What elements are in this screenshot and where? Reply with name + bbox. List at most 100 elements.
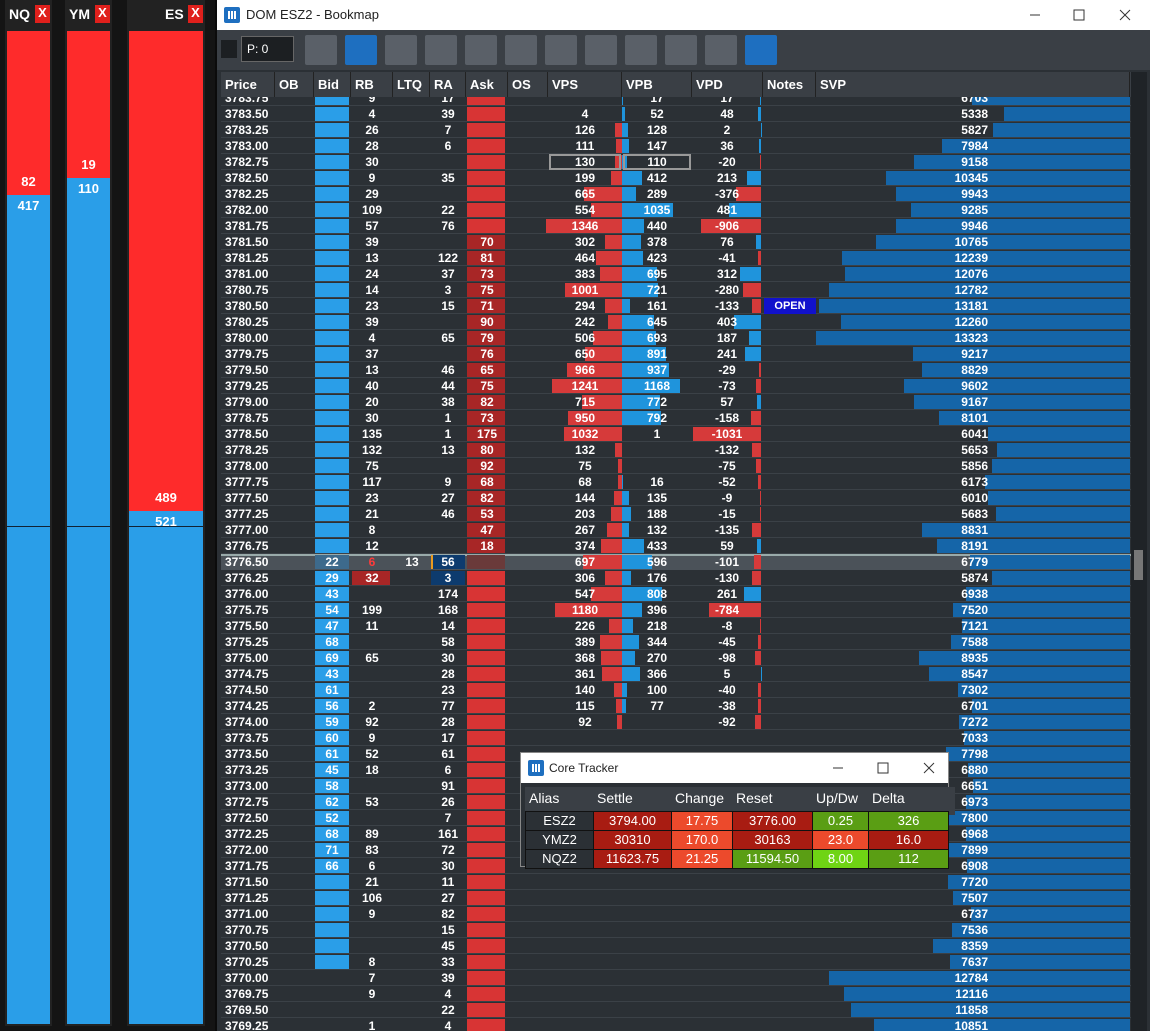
vpd-bar	[709, 603, 761, 617]
bid-cell	[315, 491, 349, 505]
ask-cell	[467, 1003, 505, 1017]
price-value: 3771.25	[225, 891, 269, 905]
ask-value: 73	[480, 411, 494, 425]
position-box[interactable]: P: 0	[241, 36, 294, 62]
ask-cell	[467, 203, 505, 217]
row-line	[221, 601, 1131, 602]
vps-value: 966	[574, 363, 596, 377]
vps-bar	[565, 283, 622, 297]
price-value: 3779.50	[225, 363, 269, 377]
toolbar-button[interactable]	[345, 35, 377, 65]
column-title: Bid	[318, 77, 339, 92]
position: P: 0	[247, 42, 269, 56]
svp-bar	[845, 267, 1130, 281]
svp-value: 10345	[954, 171, 988, 185]
toolbar-button[interactable]	[745, 35, 777, 65]
row-line	[221, 329, 1131, 330]
header-separator	[507, 72, 508, 97]
bid-cell	[315, 187, 349, 201]
window-controls[interactable]	[821, 753, 948, 783]
bid-value: 61	[325, 683, 339, 697]
vps-value: 92	[578, 715, 592, 729]
row-line	[221, 105, 1131, 106]
close-button[interactable]: X	[95, 5, 110, 23]
vpb-value: 772	[646, 395, 668, 409]
svp-bar	[952, 923, 1130, 937]
vpd-bar	[760, 507, 761, 521]
toolbar-button[interactable]	[465, 35, 497, 65]
vps-bar	[590, 203, 622, 217]
bid-bar	[7, 195, 50, 1024]
ask-cell	[467, 363, 505, 377]
bid-cell	[315, 459, 349, 473]
vpd-value: -9	[721, 491, 733, 505]
vpd-value: -280	[714, 283, 740, 297]
toolbar-button[interactable]	[585, 35, 617, 65]
price-value: 3773.50	[225, 747, 269, 761]
scrollbar[interactable]	[1131, 72, 1147, 1031]
close-button[interactable]: X	[188, 5, 203, 23]
vps-bar	[615, 699, 622, 713]
column-title: Ask	[470, 77, 494, 92]
vpd-bar	[757, 475, 761, 489]
toolbar-button[interactable]	[305, 35, 337, 65]
bid-value: 71	[325, 843, 339, 857]
vpd-bar	[757, 539, 761, 553]
dropdown[interactable]	[221, 40, 237, 58]
header-separator	[429, 72, 430, 97]
rb-value: 9	[368, 171, 376, 185]
svp-value: 7588	[961, 635, 988, 649]
toolbar-button[interactable]	[545, 35, 577, 65]
bid-cell	[315, 715, 349, 729]
ra-value: 9	[444, 475, 452, 489]
note[interactable]: OPEN	[764, 298, 816, 314]
vpd-value: 213	[716, 171, 738, 185]
svp-value: 8191	[961, 539, 988, 553]
ask-bar	[7, 31, 50, 195]
svp-bar	[992, 123, 1130, 137]
tracker-value: 112	[868, 849, 949, 869]
ra-value: 58	[441, 635, 455, 649]
row-line	[221, 537, 1131, 538]
vpb-bar	[622, 251, 643, 265]
row-line	[221, 297, 1131, 298]
vpb-value: 433	[646, 539, 668, 553]
ra-value: 38	[441, 395, 455, 409]
svp-value: 9602	[961, 379, 988, 393]
svp-bar	[965, 795, 1130, 809]
svp-bar	[996, 507, 1130, 521]
svp-value: 12784	[954, 971, 988, 985]
vpb-value: 645	[646, 315, 668, 329]
vpb-bar	[622, 683, 627, 697]
bid-cell	[315, 651, 349, 665]
vpd-bar	[752, 571, 761, 585]
toolbar-button[interactable]	[385, 35, 417, 65]
header-separator	[691, 72, 692, 97]
ask-cell	[467, 251, 505, 265]
ra-value: 6	[444, 763, 452, 777]
svp-bar	[912, 347, 1130, 361]
window-controls[interactable]	[1007, 0, 1150, 30]
svp-value: 5827	[961, 123, 988, 137]
divider	[129, 526, 203, 527]
toolbar-button[interactable]	[705, 35, 737, 65]
svp-value: 8935	[961, 651, 988, 665]
price-value: 3776.00	[225, 587, 269, 601]
vps-value: 1346	[571, 219, 599, 233]
vpd-bar	[745, 347, 761, 361]
toolbar-button[interactable]	[505, 35, 537, 65]
rb-value: 12	[365, 539, 379, 553]
toolbar-button[interactable]	[665, 35, 697, 65]
rb-value: 39	[365, 315, 379, 329]
svp-value: 12076	[954, 267, 988, 281]
toolbar-button[interactable]	[425, 35, 457, 65]
toolbar-button[interactable]	[625, 35, 657, 65]
ask-cell	[467, 795, 505, 809]
close-button[interactable]: X	[35, 5, 50, 23]
vpd-value: -15	[718, 507, 736, 521]
ask-value: 65	[480, 363, 494, 377]
vps-value: 140	[574, 683, 596, 697]
vpb-bar	[622, 587, 663, 601]
row-line	[221, 1001, 1131, 1002]
bid-cell	[315, 747, 349, 761]
